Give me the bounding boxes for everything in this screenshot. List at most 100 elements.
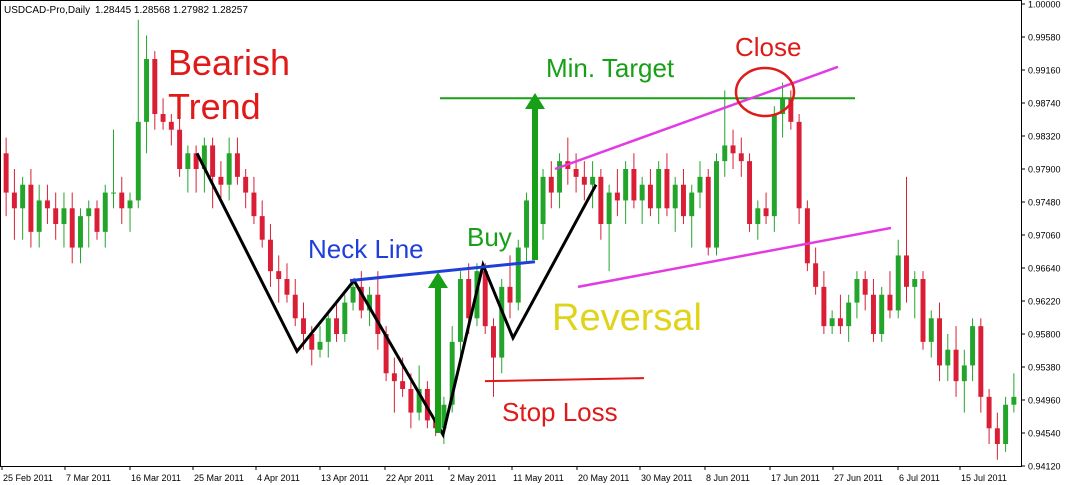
candle [276, 255, 282, 303]
neck-line-label: Neck Line [308, 234, 424, 264]
bearish-label: Bearish [168, 42, 290, 83]
candle [714, 153, 719, 256]
candle [656, 161, 662, 224]
candle [1003, 396, 1009, 452]
y-tick-label: 0.97480 [1028, 198, 1061, 208]
candle-body [325, 318, 331, 342]
y-tick-label: 0.96640 [1028, 264, 1061, 274]
x-tick-label: 25 Mar 2011 [194, 473, 244, 483]
candle-body [350, 286, 356, 303]
candle-body [524, 200, 529, 248]
y-tick-label: 1.00000 [1028, 0, 1061, 10]
candle [763, 192, 769, 224]
candle [3, 137, 9, 217]
candle-body [44, 200, 50, 209]
x-axis: 25 Feb 2011 7 Mar 2011 16 Mar 2011 25 Mar 2… [1, 466, 1007, 483]
candle-body [879, 294, 885, 334]
candle [598, 169, 604, 240]
candle [895, 239, 901, 319]
candle-body [804, 208, 810, 264]
candle-body [127, 200, 133, 209]
candle-body [259, 216, 265, 240]
candle-body [358, 286, 364, 311]
candle-body [284, 279, 290, 295]
candle-body [920, 279, 926, 342]
channel-lower-line [577, 226, 892, 289]
candle-body [937, 318, 943, 366]
candle [94, 200, 100, 240]
candle [573, 153, 579, 193]
candle-body [573, 169, 579, 177]
candle-body [813, 263, 819, 287]
x-tick-label: 25 Feb 2011 [3, 473, 53, 483]
candle [44, 184, 50, 224]
candle-body [548, 176, 554, 193]
candle [135, 19, 141, 209]
neck-line [349, 260, 536, 283]
candle [705, 169, 711, 256]
candle-body [623, 169, 629, 201]
candle [837, 294, 843, 334]
x-tick-label: 8 Jun 2011 [706, 473, 750, 483]
candle-body [747, 161, 753, 224]
candle [862, 271, 868, 311]
candle [920, 271, 926, 350]
candle [912, 271, 918, 319]
candle-body [193, 153, 199, 169]
candle-body [457, 279, 463, 342]
y-axis: 1.00000 0.99580 0.99160 0.98740 0.98320 0.979… [1021, 0, 1061, 472]
candle-body [301, 318, 306, 334]
candle-body [912, 279, 918, 287]
candle [813, 247, 819, 295]
candle [507, 255, 513, 319]
candle [623, 161, 629, 224]
x-tick-label: 13 Apr 2011 [321, 473, 369, 483]
target-arrow-head [525, 93, 545, 109]
y-tick-label: 0.99580 [1028, 33, 1061, 43]
candle [821, 271, 827, 334]
candle-body [961, 365, 967, 382]
candle [755, 200, 761, 240]
candle [491, 318, 496, 397]
candle-body [730, 145, 736, 154]
candle-body [391, 373, 397, 382]
candle-body [928, 318, 934, 342]
x-tick-label: 22 Apr 2011 [386, 473, 434, 483]
candle [945, 334, 951, 382]
candle-body [581, 176, 587, 185]
candle-body [102, 192, 108, 232]
candle [879, 286, 885, 342]
min-target-label: Min. Target [546, 53, 675, 83]
candle-body [697, 176, 703, 193]
candle-body [507, 286, 513, 303]
candle [804, 200, 810, 272]
candle [482, 263, 488, 334]
y-tick-label: 0.99160 [1028, 66, 1061, 76]
candle-body [994, 428, 1000, 444]
candle [350, 279, 356, 311]
candle [408, 373, 414, 429]
candle-body [334, 318, 340, 334]
candle [970, 318, 976, 382]
candle [292, 279, 298, 327]
candle-body [251, 192, 257, 217]
candle-body [77, 216, 83, 248]
candle [870, 279, 876, 342]
candle [144, 35, 150, 154]
candle-body [36, 200, 42, 232]
candle-body [986, 396, 992, 429]
candle-body [978, 326, 984, 397]
candle-body [837, 318, 843, 327]
candle [127, 192, 133, 232]
x-tick-label: 11 May 2011 [513, 473, 564, 483]
candle-body [540, 176, 546, 224]
candle [829, 310, 835, 334]
buy-arrow-left [428, 272, 448, 433]
candle [796, 114, 802, 224]
candle-body [111, 192, 116, 194]
x-tick-label: 20 May 2011 [578, 473, 629, 483]
candle-body [870, 294, 876, 334]
candle [581, 161, 587, 201]
candle-body [763, 208, 769, 217]
candle-body [152, 59, 158, 114]
